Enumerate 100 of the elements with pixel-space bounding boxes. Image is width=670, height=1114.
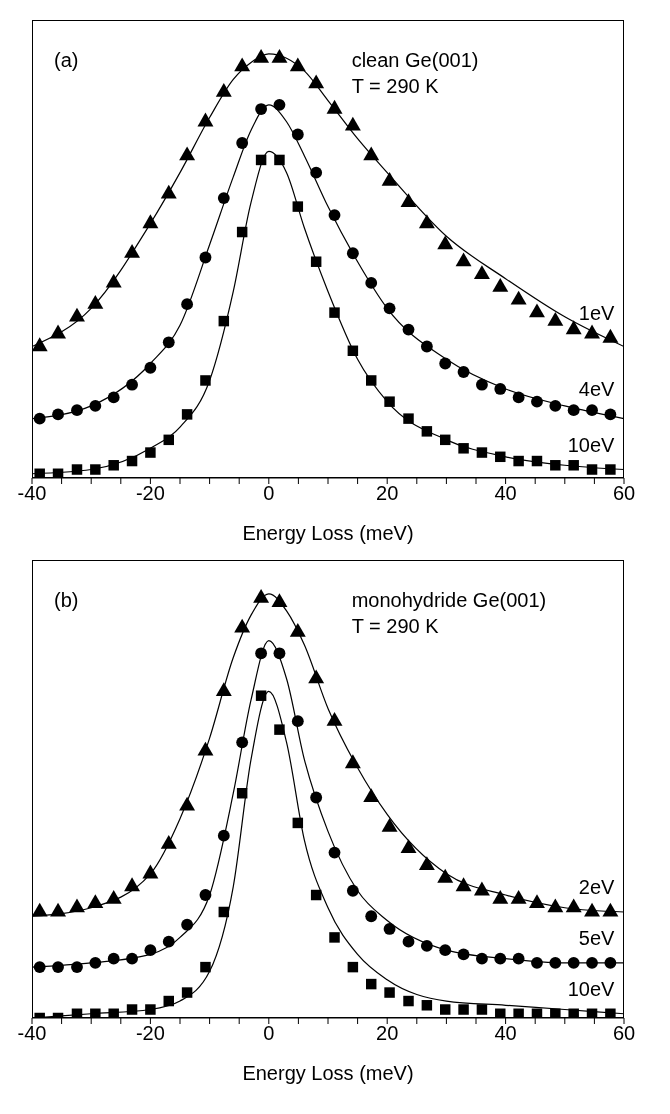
- x-tick-label: 0: [263, 482, 275, 505]
- point: [271, 48, 288, 63]
- x-axis-title: Energy Loss (meV): [242, 522, 414, 544]
- x-tick-label: 40: [494, 482, 517, 505]
- point: [253, 48, 270, 63]
- point: [292, 201, 304, 212]
- series-label: 10eV: [567, 433, 616, 456]
- point: [547, 898, 564, 913]
- point: [437, 235, 454, 250]
- point: [381, 817, 398, 832]
- point: [274, 724, 285, 735]
- point: [124, 877, 141, 892]
- point: [383, 302, 396, 315]
- point: [512, 391, 525, 404]
- point: [160, 184, 177, 199]
- point: [604, 956, 617, 969]
- annotation: (a): [54, 48, 79, 72]
- point: [476, 1004, 488, 1015]
- point: [550, 460, 561, 471]
- point: [310, 889, 322, 901]
- point: [181, 298, 194, 311]
- x-tick-label: -20: [135, 482, 165, 505]
- point: [510, 890, 527, 904]
- point: [236, 137, 249, 149]
- point: [71, 961, 83, 974]
- point: [418, 214, 435, 229]
- point: [421, 1000, 433, 1011]
- point: [162, 336, 175, 349]
- point: [381, 171, 398, 186]
- point: [476, 447, 488, 458]
- point: [402, 935, 415, 948]
- point: [310, 166, 323, 179]
- point: [565, 320, 582, 335]
- point: [181, 918, 194, 931]
- point: [420, 940, 433, 952]
- point: [420, 340, 433, 353]
- point: [217, 829, 230, 842]
- point: [328, 209, 341, 221]
- series-label: 4eV: [578, 378, 616, 401]
- point: [310, 791, 323, 804]
- point: [107, 952, 120, 965]
- point: [400, 839, 417, 853]
- point: [510, 290, 527, 305]
- point: [145, 447, 156, 458]
- point: [69, 307, 85, 322]
- point: [52, 961, 64, 974]
- point: [549, 400, 562, 412]
- point: [439, 1004, 451, 1015]
- point: [236, 226, 248, 238]
- point: [363, 788, 380, 803]
- point: [586, 956, 598, 969]
- point: [531, 956, 543, 969]
- point: [458, 443, 469, 454]
- point: [32, 337, 48, 352]
- annotation: T = 290 K: [351, 74, 439, 98]
- x-tick-label: 20: [376, 482, 399, 505]
- point: [142, 864, 159, 879]
- point: [197, 741, 214, 756]
- point: [513, 455, 524, 467]
- point: [255, 690, 267, 701]
- point: [179, 146, 196, 161]
- point: [199, 251, 212, 264]
- point: [605, 464, 616, 475]
- point: [384, 987, 395, 998]
- point: [363, 146, 380, 161]
- point: [476, 952, 488, 965]
- point: [326, 711, 343, 726]
- point: [253, 588, 270, 603]
- point: [105, 273, 122, 288]
- point: [274, 154, 285, 166]
- point: [200, 375, 211, 386]
- annotation: (b): [54, 588, 79, 612]
- point: [255, 103, 268, 115]
- point: [458, 1004, 469, 1015]
- point: [418, 856, 435, 870]
- point: [126, 455, 138, 467]
- point: [273, 98, 286, 111]
- point: [586, 464, 598, 475]
- x-tick-label: 40: [494, 1022, 517, 1045]
- point: [328, 846, 341, 859]
- point: [162, 935, 175, 948]
- point: [365, 277, 378, 289]
- point: [403, 413, 414, 424]
- point: [384, 396, 395, 407]
- point: [495, 451, 506, 463]
- point: [547, 311, 564, 326]
- point: [457, 366, 470, 378]
- point: [455, 252, 472, 267]
- point: [531, 455, 543, 467]
- x-tick-label: 60: [612, 482, 636, 505]
- point: [32, 902, 48, 917]
- point: [567, 404, 580, 417]
- point: [124, 244, 141, 258]
- point: [87, 894, 104, 909]
- point: [383, 923, 396, 935]
- point: [291, 128, 304, 141]
- point: [310, 256, 322, 267]
- point: [402, 323, 415, 336]
- point: [602, 902, 619, 917]
- point: [145, 1004, 156, 1015]
